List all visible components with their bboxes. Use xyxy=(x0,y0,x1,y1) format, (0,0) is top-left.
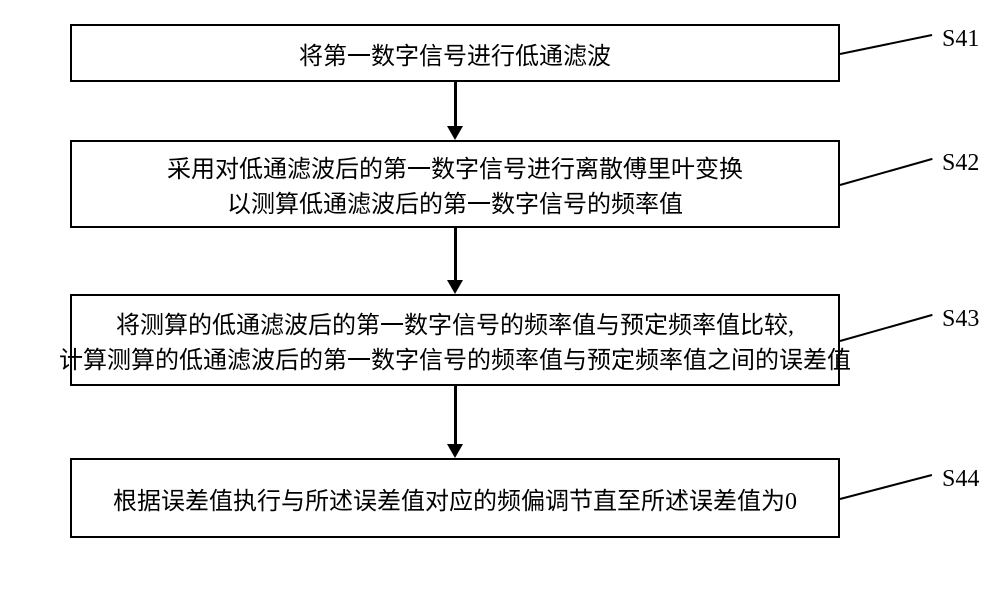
flow-step-s43: 将测算的低通滤波后的第一数字信号的频率值与预定频率值比较,计算测算的低通滤波后的… xyxy=(70,294,840,386)
flow-step-s42-line: 采用对低通滤波后的第一数字信号进行离散傅里叶变换 xyxy=(167,149,743,184)
arrow-head-s41-s42 xyxy=(447,126,463,140)
flow-step-s44: 根据误差值执行与所述误差值对应的频偏调节直至所述误差值为0 xyxy=(70,458,840,538)
arrow-head-s43-s44 xyxy=(447,444,463,458)
step-label-s43: S43 xyxy=(942,306,979,333)
step-label-s42: S42 xyxy=(942,150,979,177)
label-connector-s44 xyxy=(840,474,933,500)
arrow-s43-s44 xyxy=(454,386,457,446)
step-label-s41: S41 xyxy=(942,26,979,53)
flow-step-s42: 采用对低通滤波后的第一数字信号进行离散傅里叶变换以测算低通滤波后的第一数字信号的… xyxy=(70,140,840,228)
label-connector-s43 xyxy=(840,314,933,342)
label-connector-s42 xyxy=(840,158,933,186)
step-label-s44: S44 xyxy=(942,466,979,493)
label-connector-s41 xyxy=(840,34,932,55)
arrow-head-s42-s43 xyxy=(447,280,463,294)
flow-step-s41: 将第一数字信号进行低通滤波 xyxy=(70,24,840,82)
flow-step-s42-line: 以测算低通滤波后的第一数字信号的频率值 xyxy=(227,184,683,219)
flow-step-s43-line: 将测算的低通滤波后的第一数字信号的频率值与预定频率值比较, xyxy=(116,305,794,340)
flow-step-s43-line: 计算测算的低通滤波后的第一数字信号的频率值与预定频率值之间的误差值 xyxy=(59,340,851,375)
flowchart-container: 将第一数字信号进行低通滤波 S41 采用对低通滤波后的第一数字信号进行离散傅里叶变换… xyxy=(0,0,1000,593)
arrow-s42-s43 xyxy=(454,228,457,282)
flow-step-s44-line: 根据误差值执行与所述误差值对应的频偏调节直至所述误差值为0 xyxy=(113,481,797,516)
flow-step-s41-line: 将第一数字信号进行低通滤波 xyxy=(299,36,611,71)
arrow-s41-s42 xyxy=(454,82,457,128)
